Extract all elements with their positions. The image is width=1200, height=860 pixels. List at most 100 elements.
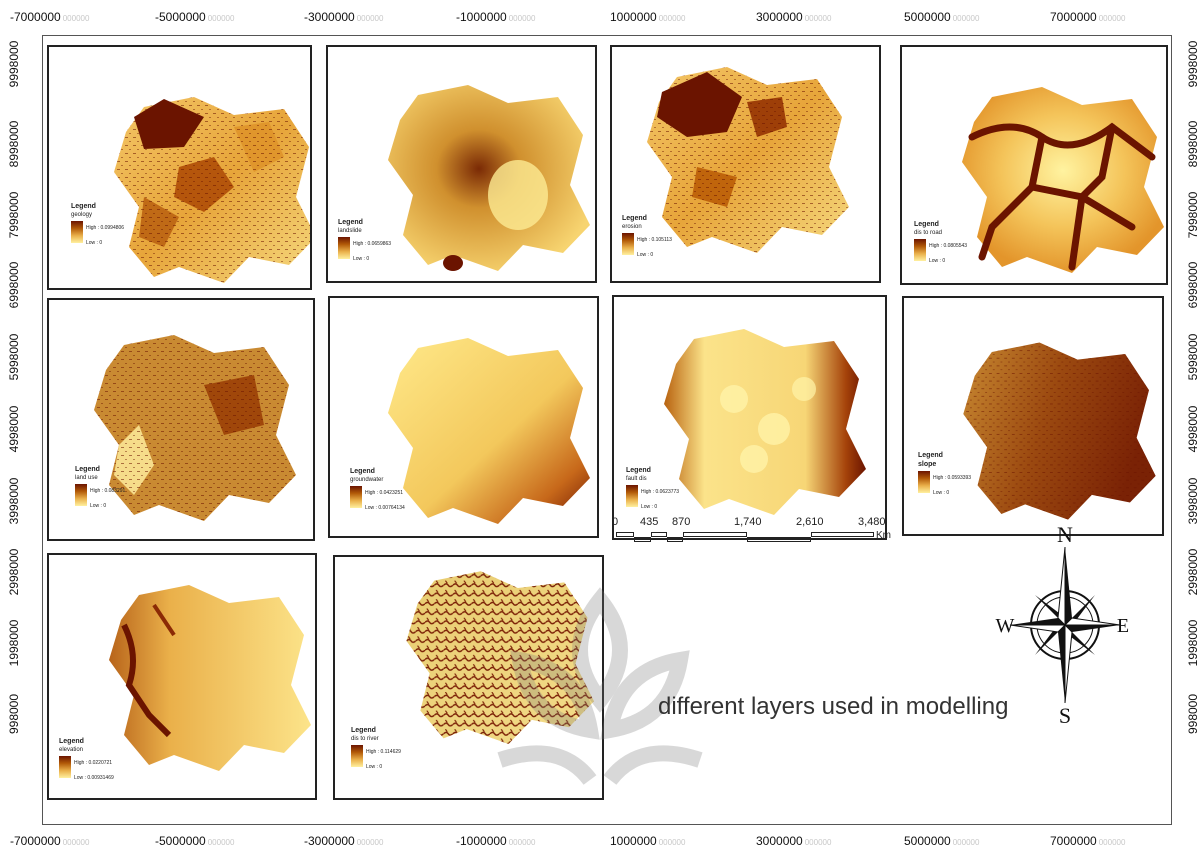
scale-label: 870	[672, 516, 691, 528]
map-panel-elevation: Legend elevation High : 0.0220721 Low : 0…	[47, 553, 317, 800]
map-panel-geology: Legend geology High : 0.0994806 Low : 0	[47, 45, 312, 290]
legend-low: Low : 0	[929, 257, 946, 264]
color-ramp	[351, 744, 363, 767]
legend-range: High : 0.0659863 Low : 0	[353, 237, 391, 267]
slope-map	[963, 342, 1156, 520]
legend: Legend erosion High : 0.105113 Low : 0	[622, 215, 672, 263]
legend-low: Low : 0	[933, 490, 950, 497]
legend-high: High : 0.0994806	[86, 224, 125, 231]
legend-low: Low : 0	[366, 763, 383, 770]
map-panel-dis-to-river: Legend dis to river High : 0.114629 Low :…	[333, 555, 604, 800]
legend-high: High : 0.083291	[90, 487, 126, 494]
legend: Legend fault dis High : 0.0623773 Low : 0	[626, 467, 679, 515]
legend-high: High : 0.114629	[366, 748, 401, 755]
land-use-map	[94, 335, 296, 521]
scale-segment	[634, 537, 651, 542]
geology-map	[114, 97, 310, 283]
legend-low: Low : 0	[641, 503, 658, 510]
x-tick: -7000000 000000	[10, 834, 90, 848]
legend-range: High : 0.083291 Low : 0	[90, 484, 125, 514]
x-tick: -5000000 000000	[155, 10, 235, 24]
layer-name: groundwater	[350, 477, 384, 484]
legend: Legend elevation High : 0.0220721 Low : 0…	[59, 738, 114, 786]
legend: Legend dis to river High : 0.114629 Low :…	[351, 727, 401, 775]
legend-range: High : 0.0593393 Low : 0	[933, 471, 971, 501]
color-ramp	[71, 220, 83, 243]
layer-name: land use	[75, 475, 98, 482]
legend-title: Legend	[626, 467, 651, 474]
legend-high: High : 0.0623773	[641, 488, 680, 495]
scale-label: 2,610	[796, 516, 824, 528]
legend-range: High : 0.0994806 Low : 0	[86, 221, 124, 251]
color-ramp	[914, 238, 926, 261]
legend-high: High : 0.0423251	[365, 489, 404, 496]
legend-title: Legend	[914, 221, 939, 228]
figure-caption: different layers used in modelling	[658, 693, 1009, 720]
y-tick: 998000	[7, 693, 21, 735]
legend-range: High : 0.0805543 Low : 0	[929, 239, 967, 269]
x-tick: -5000000 000000	[155, 834, 235, 848]
fault-dis-map	[664, 329, 866, 515]
map-panel-fault-dis: Legend fault dis High : 0.0623773 Low : 0	[612, 295, 887, 540]
legend-title: Legend	[71, 203, 96, 210]
layer-name: dis to river	[351, 736, 379, 743]
color-ramp	[918, 471, 930, 494]
scale-unit: Km	[876, 530, 891, 541]
legend: Legend land use High : 0.083291 Low : 0	[75, 466, 125, 514]
x-tick: 1000000 000000	[610, 10, 686, 24]
map-panel-landslide: Legend landslide High : 0.0659863 Low : 0	[326, 45, 597, 283]
landslide-map	[388, 85, 590, 271]
legend-range: High : 0.0623773 Low : 0	[641, 485, 679, 515]
scale-segment	[616, 532, 634, 537]
legend-range: High : 0.105113 Low : 0	[637, 233, 672, 263]
color-ramp	[338, 236, 350, 259]
map-panel-dis-to-road: Legend dis to road High : 0.0805543 Low :…	[900, 45, 1168, 285]
map-panel-slope: Legend slope High : 0.0593393 Low : 0	[902, 296, 1164, 536]
compass-s: S	[1059, 703, 1071, 728]
scale-segment	[811, 532, 874, 537]
scale-bar-segments	[616, 532, 874, 546]
color-ramp	[350, 485, 362, 508]
layer-name: slope	[918, 461, 937, 469]
legend-low: Low : 0	[353, 255, 370, 262]
map-panel-land-use: Legend land use High : 0.083291 Low : 0	[47, 298, 315, 541]
x-tick: -1000000 000000	[456, 10, 536, 24]
scale-segment	[651, 532, 667, 537]
color-ramp	[626, 484, 638, 507]
y-tick: 9998000	[7, 40, 21, 88]
scale-label: 3,480	[858, 516, 886, 528]
layer-name: landslide	[338, 228, 362, 235]
erosion-map	[647, 67, 849, 253]
layer-name: erosion	[622, 224, 642, 231]
legend-low: Low : 0.00764134	[365, 504, 405, 511]
scale-bar: 0 435 870 1,740 2,610 3,480 Km	[612, 516, 902, 556]
legend-title: Legend	[918, 452, 943, 459]
layer-name: fault dis	[626, 476, 647, 483]
scale-segment	[667, 537, 683, 542]
legend-range: High : 0.0220721 Low : 0.00931469	[74, 756, 114, 786]
x-tick: -3000000 000000	[304, 834, 384, 848]
legend-high: High : 0.0220721	[74, 759, 113, 766]
color-ramp	[622, 232, 634, 255]
layer-name: geology	[71, 212, 93, 219]
legend-high: High : 0.0805543	[929, 242, 968, 249]
legend-high: High : 0.105113	[637, 236, 672, 243]
scale-segment	[747, 537, 811, 542]
legend-range: High : 0.114629 Low : 0	[366, 745, 401, 775]
legend-high: High : 0.0659863	[353, 240, 392, 247]
legend-low: Low : 0	[86, 239, 103, 246]
layer-name: elevation	[59, 747, 84, 754]
legend-low: Low : 0.00931469	[74, 774, 114, 781]
compass-e: E	[1117, 615, 1129, 637]
legend: Legend landslide High : 0.0659863 Low : 0	[338, 219, 391, 267]
legend: Legend dis to road High : 0.0805543 Low :…	[914, 221, 967, 269]
x-tick: 3000000 000000	[756, 10, 832, 24]
y-tick: 998000	[1186, 693, 1200, 735]
elevation-map	[109, 585, 311, 771]
map-panel-erosion: Legend erosion High : 0.105113 Low : 0	[610, 45, 881, 283]
legend: Legend slope High : 0.0593393 Low : 0	[918, 452, 971, 501]
legend-low: Low : 0	[637, 251, 654, 258]
legend: Legend geology High : 0.0994806 Low : 0	[71, 203, 124, 251]
x-tick: 7000000 000000	[1050, 834, 1126, 848]
watermark-logo	[497, 587, 703, 786]
